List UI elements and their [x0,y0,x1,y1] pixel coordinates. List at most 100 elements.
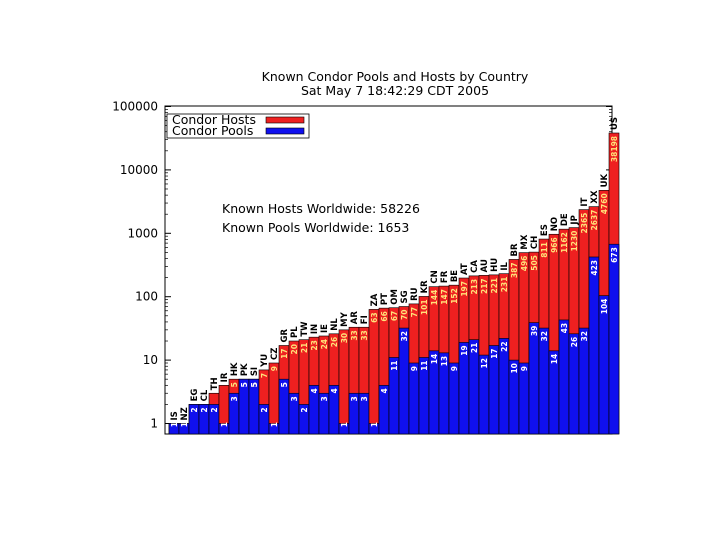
country-label: HU [490,258,500,272]
host-count-label: 496 [520,256,529,272]
country-label: KR [420,280,430,294]
country-label: FI [360,315,370,324]
country-label: XX [590,190,600,204]
pool-bar [568,333,580,435]
host-count-label: 221 [490,278,499,294]
country-label: EG [190,389,200,402]
country-label: IT [580,197,590,206]
pool-count-label: 1 [340,422,349,427]
pool-count-label: 4 [310,388,319,393]
host-count-label: 2365 [580,213,589,234]
pool-bar [558,319,570,435]
country-label: OM [390,289,400,305]
pool-count-label: 3 [230,396,239,401]
host-count-label: 67 [390,311,399,321]
bar-group-xx: XX 2637 423 [588,190,600,435]
host-count-label: 77 [410,307,419,317]
country-label: DE [560,213,570,226]
bar-group-mx: MX 496 9 [518,234,530,435]
country-label: BE [450,270,460,282]
pool-count-label: 32 [540,331,549,341]
pool-count-label: 1 [270,422,279,427]
host-count-label: 966 [550,237,559,253]
bar-group-uk: UK 4760 104 [598,173,610,435]
host-count-label: 33 [350,330,359,340]
bar-group-no: NO 966 14 [548,217,560,435]
pool-bar [528,322,540,435]
country-label: PT [380,293,390,305]
bar-group-it: IT 2365 32 [578,197,590,435]
country-label: GR [280,329,290,343]
country-label: AU [480,259,490,272]
pool-count-label: 4 [330,388,339,393]
country-label: NZ [180,407,190,420]
bar-group-cl: CL 2 [198,389,210,435]
host-count-label: 144 [430,290,439,306]
bar-group-is: IS 1 [168,411,180,435]
bar-group-sg: SG 70 32 [398,290,410,435]
country-label: CZ [270,348,280,360]
pool-count-label: 5 [240,382,249,387]
pool-count-label: 3 [320,396,329,401]
country-label: IS [170,411,180,420]
y-tick-label: 100 [135,290,158,304]
pool-count-label: 14 [430,354,439,364]
country-label: ES [540,224,550,236]
pool-count-label: 2 [200,407,209,412]
host-count-label: 70 [400,310,409,320]
pool-count-label: 32 [400,331,409,341]
host-count-label: 5 [250,382,259,387]
bar-group-pt: PT 66 4 [378,293,390,435]
pool-count-label: 43 [560,323,569,333]
host-count-label: 387 [510,262,519,278]
host-count-label: 231 [500,277,509,293]
y-tick-label: 1 [150,417,158,431]
host-bar [368,309,380,435]
country-label: CH [530,236,540,249]
country-label: PK [240,363,250,376]
pool-count-label: 1 [180,422,189,427]
bar-group-gr: GR 17 5 [278,329,290,435]
y-tick-label: 10000 [120,163,158,177]
country-label: MX [520,234,530,249]
pool-count-label: 14 [550,354,559,364]
pool-count-label: 2 [190,407,199,412]
bar-group-il: IL 231 22 [498,261,510,435]
bar-group-ru: RU 77 9 [408,287,420,435]
pool-count-label: 17 [490,348,499,358]
bar-group-hk: HK 5 3 [228,362,240,435]
pool-count-label: 3 [360,396,369,401]
bar-group-br: BR 387 10 [508,243,520,435]
bar-group-fr: FR 147 13 [438,270,450,435]
y-tick-label: 1000 [127,226,158,240]
country-label: AR [350,311,360,325]
bar-group-us: US 38198 673 [608,117,620,435]
pool-count-label: 22 [500,341,509,351]
host-count-label: 147 [440,289,449,305]
pool-count-label: 10 [510,363,519,373]
pool-count-label: 3 [350,396,359,401]
bar-group-ie: IE 24 3 [318,324,330,435]
host-count-label: 197 [460,281,469,297]
bar-group-kr: KR 101 11 [418,280,430,435]
pool-count-label: 423 [590,260,599,276]
pool-count-label: 11 [420,360,429,370]
legend-label-pools: Condor Pools [172,123,253,138]
pool-count-label: 13 [440,356,449,366]
bar-group-au: AU 217 12 [478,259,490,435]
y-tick-label: 10 [143,353,158,367]
legend-swatch-pools [265,127,305,135]
y-tick-label: 100000 [112,100,158,114]
pool-bar [598,295,610,435]
country-label: TH [210,377,220,390]
bar-group-nl: NL 26 4 [328,318,340,435]
pool-count-label: 2 [210,407,219,412]
host-count-label: 30 [340,333,349,343]
pool-count-label: 1 [220,422,229,427]
bar-group-jp: JP 1230 26 [568,215,580,435]
host-count-label: 2637 [590,210,599,231]
host-count-label: 17 [280,348,289,358]
